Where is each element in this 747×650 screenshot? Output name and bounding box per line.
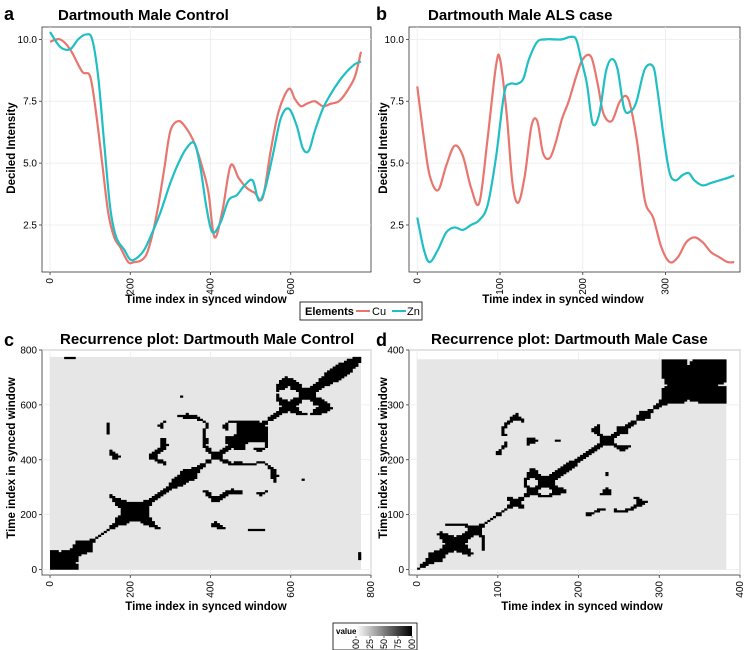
tick-label-y: 10.0	[385, 35, 405, 46]
panel-letter-b: b	[376, 4, 387, 24]
plot-area-d: 0 100 200 300 400 0 100 200 300 400	[387, 346, 746, 598]
tick-label-x: 200	[574, 581, 585, 598]
legend-label-cu: Cu	[372, 306, 386, 318]
tick-label-y: 200	[20, 510, 37, 521]
plot-frame	[41, 26, 372, 273]
xlabel-c: Time index in synced window	[125, 601, 287, 613]
tick-label-y: 7.5	[390, 97, 404, 108]
plot-area-a: 0 200 400 600 2.5 5.0 7.5 10.0	[18, 26, 372, 295]
panel-letter-c: c	[4, 330, 14, 350]
tick-label-y: 400	[20, 455, 37, 466]
legend-title: Elements	[305, 306, 354, 318]
series-line-cu	[416, 53, 735, 264]
tick-label-x: 200	[125, 278, 136, 295]
tick-label-y: 5.0	[23, 159, 37, 170]
plot-area-b: 0 100 200 300 2.5 5.0 7.5 10.0	[385, 26, 741, 295]
tick-label-x: 100	[493, 581, 504, 598]
tick-label-x: 200	[578, 278, 589, 295]
colorbar-tick-label: 0.50	[379, 639, 389, 650]
series-line-cu	[49, 38, 363, 265]
tick-label-x: 0	[412, 278, 423, 284]
tick-label-y: 2.5	[23, 220, 37, 231]
tick-label-x: 300	[654, 581, 665, 598]
tick-label-y: 2.5	[390, 220, 404, 231]
colorbar-tick-label: 0.75	[393, 639, 403, 650]
recurrence-cells	[50, 356, 362, 570]
tick-label-x: 0	[45, 581, 56, 587]
legend-label-zn: Zn	[407, 306, 420, 318]
ylabel-b: Deciled Intensity	[378, 102, 390, 194]
colorbar-title: value	[336, 627, 357, 636]
tick-label-x: 600	[286, 278, 297, 295]
title-b: Dartmouth Male ALS case	[428, 7, 613, 24]
tick-label-y: 100	[387, 510, 404, 521]
colorbar: value 0.00 0.25 0.50 0.75 1.00	[332, 622, 418, 650]
title-a: Dartmouth Male Control	[58, 7, 229, 24]
tick-label-y: 800	[20, 346, 37, 357]
plot-area-c: 0 200 400 600 800 0 200 400 600 800	[20, 346, 377, 598]
tick-label-y: 300	[387, 400, 404, 411]
tick-label-x: 600	[286, 581, 297, 598]
tick-label-y: 600	[20, 400, 37, 411]
plot-frame	[408, 26, 741, 273]
title-d: Recurrence plot: Dartmouth Male Case	[431, 331, 708, 348]
panel-letter-a: a	[4, 4, 15, 24]
series-line-zn	[49, 31, 362, 262]
tick-label-y: 7.5	[23, 97, 37, 108]
tick-label-x: 0	[412, 581, 423, 587]
tick-label-x: 400	[735, 581, 746, 598]
title-c: Recurrence plot: Dartmouth Male Control	[60, 331, 354, 348]
colorbar-tick-label: 0.25	[365, 639, 375, 650]
tick-label-y: 200	[387, 455, 404, 466]
xlabel-b: Time index in synced window	[482, 294, 644, 306]
tick-label-y: 0	[398, 565, 404, 576]
tick-label-x: 300	[661, 278, 672, 295]
tick-label-x: 200	[125, 581, 136, 598]
colorbar-tick-label: 0.00	[351, 639, 361, 650]
panel-letter-d: d	[376, 330, 387, 350]
tick-label-y: 10.0	[18, 35, 38, 46]
ylabel-d: Time index in synced window	[378, 377, 390, 539]
tick-label-x: 100	[495, 278, 506, 295]
tick-label-x: 400	[206, 581, 217, 598]
ylabel-c: Time index in synced window	[6, 377, 18, 539]
ylabel-a: Deciled Intensity	[6, 102, 18, 194]
tick-label-y: 400	[387, 346, 404, 357]
tick-label-y: 5.0	[390, 159, 404, 170]
xlabel-d: Time index in synced window	[501, 601, 663, 613]
recurrence-cells	[417, 359, 727, 570]
tick-label-x: 800	[366, 581, 377, 598]
xlabel-a: Time index in synced window	[125, 294, 287, 306]
tick-label-y: 0	[31, 565, 37, 576]
colorbar-tick-label: 1.00	[407, 639, 417, 650]
colorbar-gradient	[356, 626, 412, 636]
tick-label-x: 400	[206, 278, 217, 295]
legend: Elements Cu Zn	[299, 301, 423, 321]
series-line-zn	[416, 35, 735, 264]
tick-label-x: 0	[45, 278, 56, 284]
